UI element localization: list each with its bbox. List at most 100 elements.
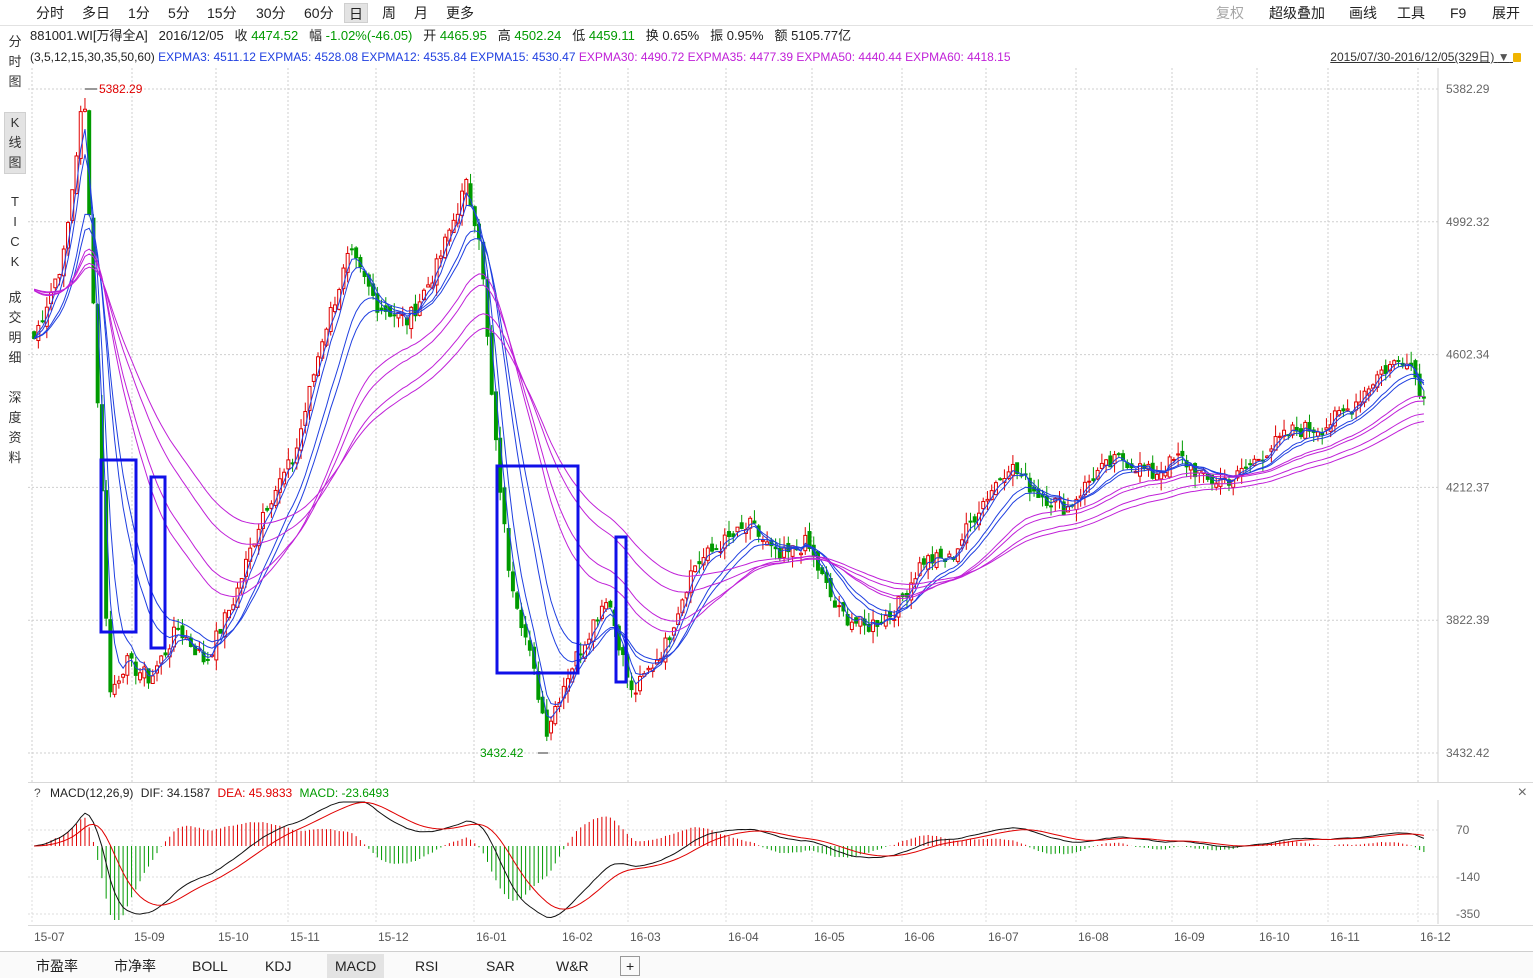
candle-body <box>1324 427 1329 431</box>
candle-body <box>578 653 583 656</box>
candle-body <box>354 247 359 259</box>
kline-chart[interactable]: 5382.29 4992.32 4602.34 4212.37 3822.39 3432.… <box>28 68 1533 782</box>
time-tick-label: 16-04 <box>728 930 759 944</box>
expma-legend: (3,5,12,15,30,35,50,60) EXPMA3: 4511.12 … <box>30 48 1011 66</box>
sidebar-tab-3[interactable]: 成交明细 <box>4 288 26 368</box>
period-button-8[interactable]: 周 <box>382 5 396 21</box>
indicator-tab-4[interactable]: MACD <box>327 954 385 978</box>
candle-body <box>269 503 274 509</box>
candle-body <box>176 627 181 630</box>
dropdown-triangle-icon[interactable]: ▼ <box>1497 50 1510 64</box>
time-tick-label: 16-06 <box>904 930 935 944</box>
sidebar-tab-0[interactable]: 分时图 <box>4 32 26 92</box>
highlight-box[interactable] <box>614 535 628 684</box>
close-icon[interactable]: × <box>1517 784 1527 801</box>
candle-body <box>752 520 757 524</box>
expma-label-6: EXPMA50: 4440.44 <box>793 50 902 64</box>
candle-body <box>116 680 121 684</box>
macd-chart[interactable]: 70 -140 -350 <box>28 800 1533 924</box>
time-tick-label: 16-10 <box>1259 930 1290 944</box>
tool-button-3[interactable]: 工具 <box>1397 5 1425 21</box>
indicator-tab-0[interactable]: 市盈率 <box>36 958 78 974</box>
candle-body <box>337 289 342 310</box>
add-tab-icon[interactable]: + <box>620 956 641 976</box>
candle-body <box>608 600 613 608</box>
candle-body <box>760 539 765 542</box>
amplitude-value: 0.95% <box>726 28 764 43</box>
candle-body <box>82 108 87 112</box>
candle-body <box>888 611 892 618</box>
period-button-7[interactable]: 日 <box>344 3 368 23</box>
candle-body <box>121 673 126 678</box>
tool-button-0[interactable]: 复权 <box>1216 5 1244 21</box>
candle-body <box>392 314 397 317</box>
candle-body <box>53 278 58 289</box>
macd-tick-label: -140 <box>1456 870 1480 884</box>
sidebar-tab-4[interactable]: 深度资料 <box>4 388 26 468</box>
candle-body <box>710 543 715 552</box>
period-button-1[interactable]: 多日 <box>82 5 110 21</box>
indicator-tab-5[interactable]: RSI <box>415 958 439 974</box>
time-tick-label: 15-12 <box>378 930 409 944</box>
candle-body <box>714 548 719 551</box>
high-value: 4502.24 <box>514 28 562 43</box>
candle-body <box>1345 408 1350 411</box>
candle-body <box>519 609 524 629</box>
candle-body <box>604 602 609 610</box>
time-tick-label: 16-09 <box>1174 930 1205 944</box>
amount-value: 5105.77亿 <box>791 28 852 43</box>
tool-button-2[interactable]: 画线 <box>1349 5 1377 21</box>
indicator-tab-3[interactable]: KDJ <box>265 958 292 974</box>
date-range-selector[interactable]: 2015/07/30-2016/12/05(329日) ▼ <box>1330 48 1521 66</box>
highlight-box[interactable] <box>99 458 138 634</box>
candle-body <box>426 284 431 288</box>
period-button-5[interactable]: 30分 <box>256 5 286 21</box>
indicator-tab-6[interactable]: SAR <box>486 958 515 974</box>
close-label: 收 <box>234 28 248 43</box>
candle-body <box>1379 369 1384 375</box>
candle-body <box>104 490 109 619</box>
help-icon[interactable]: ? <box>34 786 41 800</box>
candle-body <box>180 625 185 639</box>
candle-body <box>765 541 770 546</box>
candle-body <box>1417 373 1422 397</box>
period-button-0[interactable]: 分时 <box>36 5 64 21</box>
period-button-3[interactable]: 5分 <box>168 5 190 21</box>
expma-line-5 <box>33 154 1425 706</box>
period-button-9[interactable]: 月 <box>414 5 428 21</box>
expma-line-60 <box>33 266 1424 585</box>
macd-tick-label: -350 <box>1456 907 1480 921</box>
low-value: 4459.11 <box>588 28 635 43</box>
candle-body <box>375 293 380 313</box>
expma-label-2: EXPMA12: 4535.84 <box>358 50 467 64</box>
expma-line-35 <box>33 253 1424 622</box>
period-button-4[interactable]: 15分 <box>207 5 237 21</box>
candle-body <box>78 111 83 159</box>
indicator-tab-2[interactable]: BOLL <box>192 958 228 974</box>
candle-body <box>837 605 842 608</box>
tool-button-1[interactable]: 超级叠加 <box>1269 5 1325 21</box>
macd-value: MACD: -23.6493 <box>299 786 389 800</box>
period-button-10[interactable]: 更多 <box>446 5 474 21</box>
tool-button-4[interactable]: F9 <box>1450 5 1467 21</box>
highlight-box[interactable] <box>149 475 167 650</box>
tool-button-5[interactable]: 展开 <box>1492 5 1520 21</box>
highlight-box[interactable] <box>495 464 580 675</box>
security-code: 881001.WI[万得全A] <box>30 28 148 43</box>
indicator-tabs: 市盈率 市净率 BOLL KDJ MACD RSI SAR W&R + <box>0 951 1533 978</box>
expma-label-5: EXPMA35: 4477.39 <box>684 50 794 64</box>
indicator-tab-1[interactable]: 市净率 <box>114 958 156 974</box>
lock-icon[interactable] <box>1513 53 1521 63</box>
period-button-2[interactable]: 1分 <box>128 5 150 21</box>
candle-body <box>544 709 549 737</box>
period-button-6[interactable]: 60分 <box>304 5 334 21</box>
indicator-tab-7[interactable]: W&R <box>556 958 589 974</box>
time-axis: 15-07 15-09 15-10 15-11 15-12 16-01 16-02 16-03… <box>28 925 1533 949</box>
candle-body <box>1138 463 1142 477</box>
candle-body <box>638 675 643 692</box>
candle-body <box>667 637 672 641</box>
candle-body <box>1108 455 1113 468</box>
